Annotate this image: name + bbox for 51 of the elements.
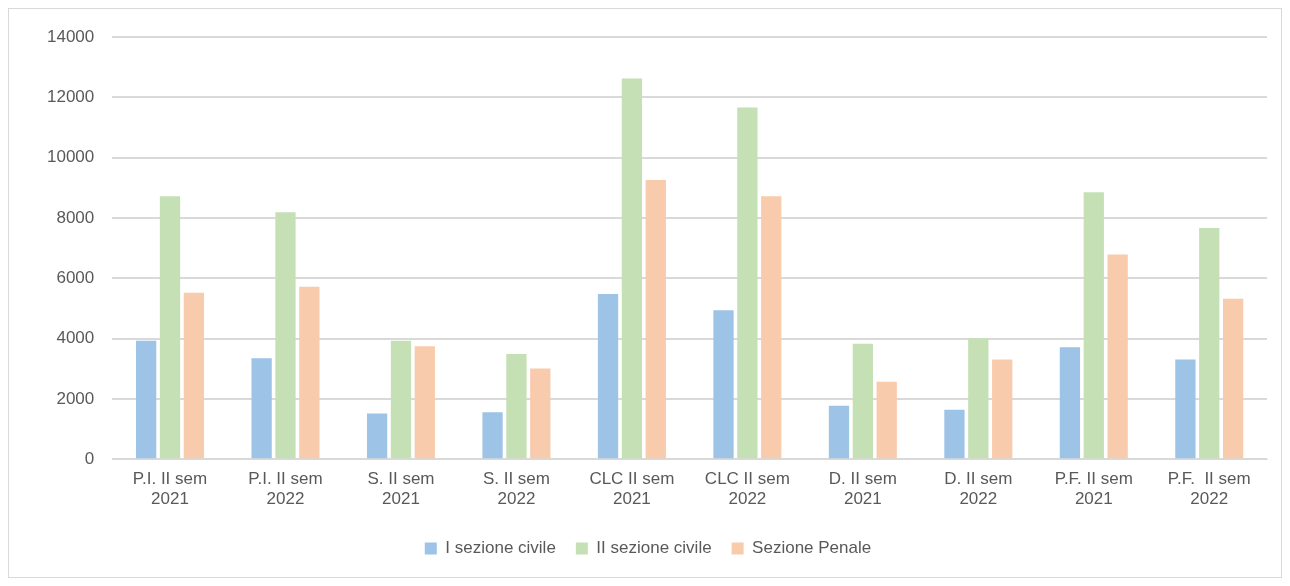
y-tick-label: 4000	[56, 328, 95, 348]
x-tick-label: CLC II sem 2021	[589, 469, 675, 509]
y-tick-label: 12000	[46, 87, 95, 107]
bar	[482, 412, 503, 459]
bar	[713, 310, 734, 459]
bar	[530, 368, 551, 459]
x-tick-label: S. II sem 2021	[367, 469, 435, 509]
bar	[828, 405, 850, 459]
x-tick-label: CLC II sem 2022	[704, 469, 790, 509]
legend-label: I sezione civile	[445, 538, 556, 558]
bar	[944, 409, 965, 459]
x-tick-label: S. II sem 2022	[482, 469, 550, 509]
y-tick-label: 6000	[56, 268, 95, 288]
bar	[597, 294, 619, 459]
bar	[1059, 347, 1081, 459]
bar	[1222, 298, 1244, 459]
bar	[275, 212, 296, 459]
bar	[876, 381, 897, 459]
x-tick-label: D. II sem 2022	[944, 469, 1013, 509]
y-tick-label: 2000	[56, 388, 95, 408]
bar	[366, 413, 388, 459]
x-tick-label: D. II sem 2021	[828, 469, 897, 509]
bar	[414, 346, 435, 459]
bar	[1175, 359, 1196, 459]
legend-label: II sezione civile	[596, 538, 712, 558]
y-tick-label: 14000	[46, 26, 95, 46]
bar	[390, 340, 412, 459]
bar	[737, 107, 758, 459]
legend-label: Sezione Penale	[752, 538, 872, 558]
y-tick-label: 8000	[56, 207, 95, 227]
bar	[159, 196, 181, 459]
bar	[1199, 228, 1220, 459]
bar	[1107, 254, 1128, 459]
bar	[506, 354, 527, 459]
x-tick-label: P.I. II sem 2021	[132, 469, 208, 509]
bar	[136, 340, 157, 459]
bar	[992, 359, 1013, 459]
bar	[621, 78, 643, 459]
x-tick-label: P.F. II sem 2022	[1167, 469, 1251, 509]
bar	[299, 286, 320, 459]
x-tick-label: P.F. II sem 2021	[1054, 469, 1133, 509]
bar	[968, 338, 989, 459]
bar	[183, 292, 205, 459]
x-tick-label: P.I. II sem 2022	[248, 469, 323, 509]
bar	[1083, 192, 1104, 459]
bar	[251, 358, 272, 459]
bar	[761, 196, 782, 459]
bar	[645, 180, 666, 459]
bar	[852, 343, 873, 459]
y-tick-label: 0	[84, 448, 95, 468]
y-tick-label: 10000	[46, 147, 95, 167]
